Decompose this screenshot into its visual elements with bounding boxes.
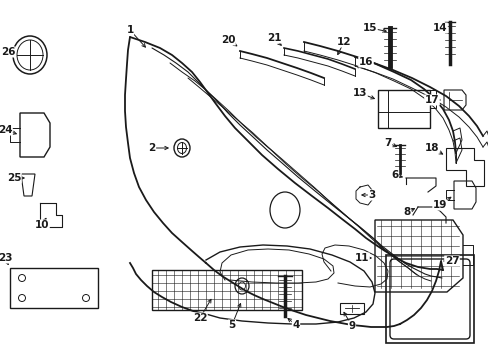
Text: 8: 8 <box>403 207 410 217</box>
Text: 20: 20 <box>220 35 235 45</box>
Text: 16: 16 <box>358 57 372 67</box>
Text: 1: 1 <box>126 25 133 35</box>
Text: 4: 4 <box>292 320 299 330</box>
Text: 7: 7 <box>384 138 391 148</box>
Text: 9: 9 <box>348 321 355 331</box>
Text: 18: 18 <box>424 143 438 153</box>
Text: 2: 2 <box>148 143 155 153</box>
Text: 22: 22 <box>192 313 207 323</box>
Text: 27: 27 <box>444 256 458 266</box>
Text: 19: 19 <box>432 200 446 210</box>
Text: 24: 24 <box>0 125 12 135</box>
Text: 6: 6 <box>390 170 398 180</box>
Text: 15: 15 <box>362 23 376 33</box>
Text: 26: 26 <box>1 47 15 57</box>
Text: 12: 12 <box>336 37 350 47</box>
Text: 5: 5 <box>228 320 235 330</box>
Text: 13: 13 <box>352 88 366 98</box>
Text: 10: 10 <box>35 220 49 230</box>
Text: 23: 23 <box>0 253 12 263</box>
Text: 3: 3 <box>367 190 375 200</box>
Text: 17: 17 <box>424 95 438 105</box>
Text: 25: 25 <box>7 173 21 183</box>
Text: 11: 11 <box>354 253 368 263</box>
Text: 21: 21 <box>266 33 281 43</box>
Text: 14: 14 <box>432 23 447 33</box>
